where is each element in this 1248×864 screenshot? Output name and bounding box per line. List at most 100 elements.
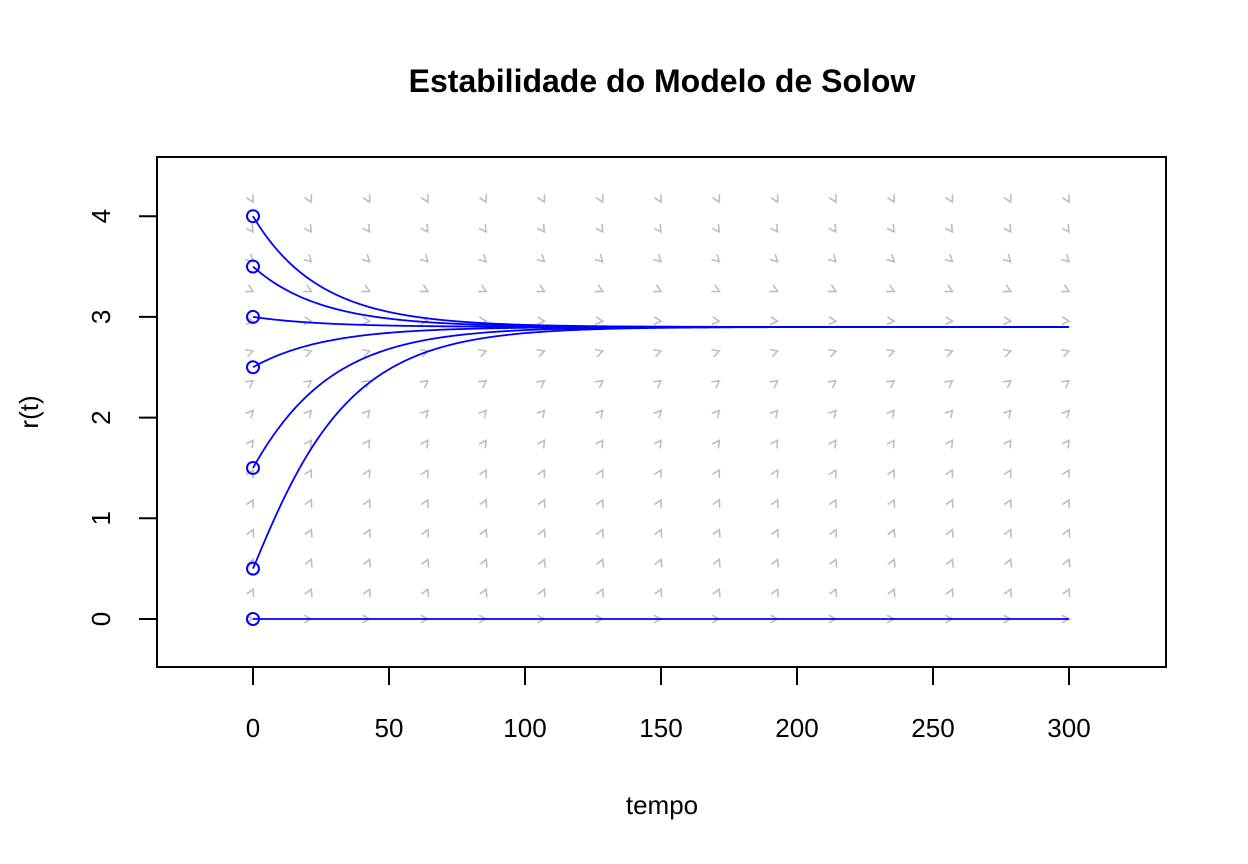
slope-arrow-icon [536, 223, 546, 234]
slope-arrow-icon [245, 316, 255, 326]
slope-arrow-icon [654, 587, 663, 598]
slope-arrow-icon [479, 194, 488, 204]
slope-arrow-icon [478, 223, 488, 234]
slope-arrow-icon [304, 194, 313, 204]
slope-arrow-icon [595, 557, 605, 568]
slope-arrow-icon [828, 498, 838, 508]
slope-arrow-icon [1003, 498, 1012, 508]
slope-arrow-icon [304, 528, 313, 538]
slope-arrow-icon [770, 498, 779, 508]
slope-arrow-icon [304, 557, 313, 568]
slope-arrow-icon [245, 194, 254, 204]
slope-arrow-icon [1002, 253, 1012, 263]
slope-arrow-icon [362, 223, 371, 234]
slope-arrow-icon [594, 284, 605, 293]
slope-arrow-icon [711, 409, 721, 419]
slope-arrow-icon [420, 468, 429, 479]
y-tick-label: 2 [86, 410, 116, 424]
slope-arrow-icon [1062, 498, 1071, 508]
slope-arrow-icon [537, 194, 546, 204]
slope-arrow-icon [886, 438, 896, 449]
slope-arrow-icon [653, 223, 662, 234]
slope-arrow-icon [1062, 528, 1071, 538]
slope-arrow-icon [944, 253, 954, 263]
slope-arrow-icon [770, 587, 780, 598]
slope-arrow-icon [595, 438, 604, 449]
slope-arrow-icon [886, 409, 896, 419]
slope-arrow-icon [1003, 438, 1012, 449]
slope-arrow-icon [419, 284, 430, 293]
slope-arrow-icon [1061, 438, 1070, 449]
slope-arrow-icon [421, 587, 430, 598]
slope-arrow-icon [887, 528, 896, 538]
y-axis-label: r(t) [14, 395, 44, 428]
slope-arrow-icon [769, 284, 780, 293]
slope-arrow-icon [769, 253, 779, 263]
slope-arrow-icon [1062, 587, 1071, 598]
slope-arrow-icon [828, 409, 837, 419]
x-tick-label: 250 [911, 713, 954, 743]
slope-arrow-icon [478, 284, 488, 293]
slope-arrow-icon [653, 253, 663, 263]
x-tick-label: 200 [775, 713, 818, 743]
slope-arrow-icon [944, 348, 955, 358]
slope-arrow-icon [1003, 194, 1012, 204]
slope-arrow-icon [886, 348, 896, 358]
slope-arrow-icon [829, 528, 838, 538]
slope-arrow-icon [536, 379, 546, 389]
slope-arrow-icon [537, 528, 546, 538]
slope-arrow-icon [712, 194, 721, 204]
slope-arrow-icon [711, 253, 721, 263]
slope-arrow-icon [886, 379, 896, 389]
slope-arrow-icon [303, 223, 313, 234]
slope-arrow-icon [479, 587, 488, 598]
slope-arrow-icon [536, 316, 547, 326]
slope-arrow-icon [478, 438, 488, 449]
slope-arrow-icon [827, 379, 838, 389]
x-tick-label: 300 [1047, 713, 1090, 743]
slope-arrow-icon [594, 348, 605, 358]
initial-point-marker [246, 209, 260, 224]
slope-arrow-icon [420, 409, 429, 419]
slope-arrow-icon [246, 528, 255, 538]
slope-arrow-icon [361, 379, 371, 389]
slope-arrow-icon [595, 223, 604, 234]
slope-arrow-icon [769, 348, 780, 358]
slope-arrow-icon [1061, 223, 1070, 234]
slope-arrow-icon [886, 284, 896, 293]
slope-arrow-icon [420, 438, 429, 449]
x-axis-label: tempo [626, 790, 698, 820]
slope-arrow-icon [1061, 468, 1070, 479]
slope-arrow-icon [652, 348, 663, 358]
slope-arrow-icon [653, 316, 663, 326]
slope-arrow-icon [595, 498, 604, 508]
slope-arrow-icon [944, 284, 954, 293]
slope-arrow-icon [362, 498, 371, 508]
slope-arrow-icon [1002, 284, 1013, 293]
slope-arrow-icon [711, 223, 721, 234]
slope-arrow-icon [711, 284, 721, 293]
slope-arrow-icon [421, 557, 430, 568]
slope-arrow-icon [479, 557, 488, 568]
slope-arrow-icon [1003, 223, 1012, 234]
slope-arrow-icon [712, 587, 721, 598]
slope-arrow-icon [536, 438, 546, 449]
slope-arrow-icon [886, 468, 895, 479]
slope-arrow-icon [536, 284, 546, 293]
slope-arrow-icon [654, 557, 663, 568]
slope-arrow-icon [770, 194, 779, 204]
slope-arrow-icon [711, 379, 721, 389]
slope-arrow-icon [945, 194, 954, 204]
slope-arrow-icon [362, 587, 372, 598]
slope-arrow-icon [769, 379, 779, 389]
slope-arrow-icon [537, 498, 546, 508]
x-tick-label: 100 [503, 713, 546, 743]
slope-arrow-icon [362, 528, 372, 538]
slope-arrow-icon [304, 468, 313, 479]
slope-arrow-icon [246, 557, 255, 568]
slope-arrow-icon [770, 468, 779, 479]
slope-arrow-icon [1061, 409, 1071, 419]
slope-arrow-icon [887, 194, 896, 204]
slope-arrow-icon [420, 194, 429, 204]
slope-arrow-icon [245, 223, 254, 234]
